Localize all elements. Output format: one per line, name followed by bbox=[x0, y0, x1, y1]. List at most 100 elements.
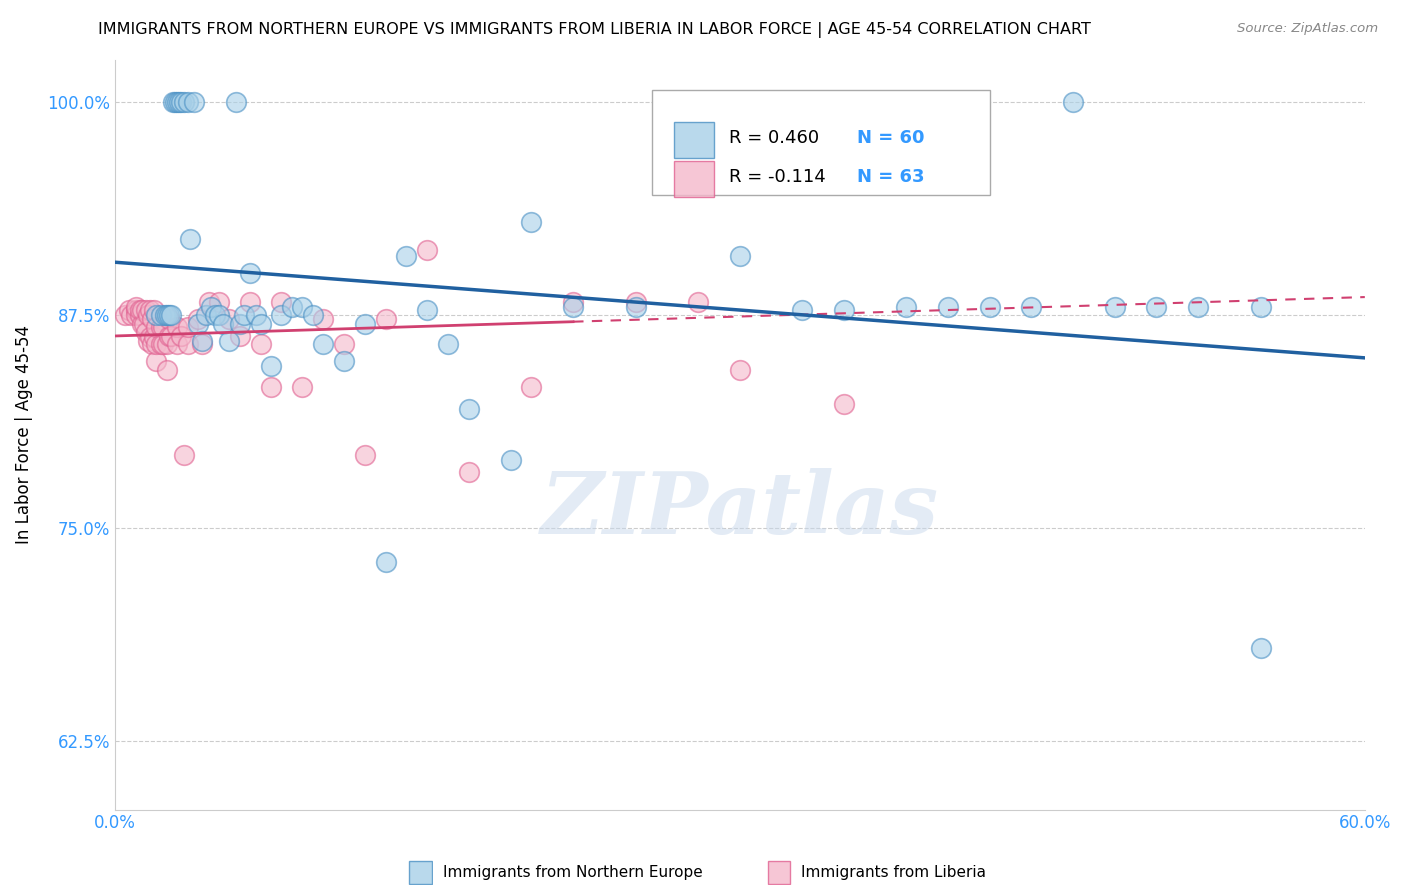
FancyBboxPatch shape bbox=[673, 161, 713, 197]
Point bbox=[149, 337, 172, 351]
Text: ZIPatlas: ZIPatlas bbox=[541, 467, 939, 551]
Point bbox=[162, 95, 184, 110]
Point bbox=[374, 555, 396, 569]
Point bbox=[156, 363, 179, 377]
Text: N = 63: N = 63 bbox=[858, 169, 925, 186]
Point bbox=[728, 363, 751, 377]
Point bbox=[688, 294, 710, 309]
Point bbox=[896, 300, 918, 314]
Point bbox=[152, 320, 174, 334]
Point bbox=[149, 308, 172, 322]
Point bbox=[135, 326, 157, 340]
Point bbox=[204, 308, 226, 322]
Point bbox=[229, 328, 252, 343]
Point bbox=[145, 320, 167, 334]
Point bbox=[353, 317, 375, 331]
Point bbox=[187, 317, 209, 331]
Point bbox=[120, 308, 142, 322]
Point bbox=[160, 308, 183, 322]
Point bbox=[270, 294, 292, 309]
Point bbox=[173, 448, 195, 462]
Point bbox=[232, 308, 254, 322]
Point bbox=[166, 320, 188, 334]
Point bbox=[832, 397, 855, 411]
Point bbox=[499, 453, 522, 467]
Point bbox=[416, 244, 439, 258]
Point bbox=[153, 308, 176, 322]
Point bbox=[118, 303, 141, 318]
Point bbox=[249, 317, 271, 331]
Point bbox=[1104, 300, 1126, 314]
Point bbox=[152, 337, 174, 351]
Point bbox=[218, 334, 240, 348]
Point bbox=[437, 337, 460, 351]
Point bbox=[136, 334, 159, 348]
Point bbox=[157, 328, 180, 343]
Point bbox=[170, 95, 193, 110]
Point bbox=[225, 95, 247, 110]
Point bbox=[149, 320, 172, 334]
Text: R = -0.114: R = -0.114 bbox=[728, 169, 825, 186]
Text: N = 60: N = 60 bbox=[858, 129, 925, 147]
Point bbox=[1250, 300, 1272, 314]
FancyBboxPatch shape bbox=[652, 89, 990, 194]
Point bbox=[792, 303, 814, 318]
Text: Immigrants from Northern Europe: Immigrants from Northern Europe bbox=[443, 865, 703, 880]
Point bbox=[979, 300, 1001, 314]
Point bbox=[179, 231, 201, 245]
Point bbox=[166, 95, 188, 110]
Point bbox=[124, 300, 146, 314]
Point bbox=[124, 308, 146, 322]
Point bbox=[333, 354, 356, 368]
Point bbox=[143, 330, 166, 344]
Point bbox=[666, 163, 689, 178]
Point bbox=[135, 303, 157, 318]
Point bbox=[173, 95, 195, 110]
Point bbox=[128, 303, 150, 318]
FancyBboxPatch shape bbox=[673, 122, 713, 158]
Point bbox=[187, 311, 209, 326]
Point bbox=[200, 300, 222, 314]
Point bbox=[1062, 95, 1084, 110]
Point bbox=[176, 320, 198, 334]
Point bbox=[170, 328, 193, 343]
Point bbox=[166, 337, 188, 351]
Point bbox=[832, 303, 855, 318]
Point bbox=[160, 328, 183, 343]
Point bbox=[520, 214, 543, 228]
Point bbox=[312, 337, 335, 351]
Point bbox=[169, 95, 191, 110]
Point bbox=[458, 465, 481, 479]
Point bbox=[197, 294, 219, 309]
Point bbox=[141, 337, 163, 351]
Point bbox=[624, 300, 647, 314]
Point bbox=[176, 95, 198, 110]
Point bbox=[145, 337, 167, 351]
Point bbox=[229, 317, 252, 331]
Text: R = 0.460: R = 0.460 bbox=[728, 129, 818, 147]
Point bbox=[218, 311, 240, 326]
Point bbox=[145, 308, 167, 322]
Point bbox=[374, 311, 396, 326]
Point bbox=[131, 317, 153, 331]
Point bbox=[124, 303, 146, 318]
Point bbox=[458, 402, 481, 417]
Point bbox=[562, 300, 585, 314]
Point bbox=[165, 95, 187, 110]
Text: Immigrants from Liberia: Immigrants from Liberia bbox=[801, 865, 987, 880]
Point bbox=[139, 330, 162, 344]
Point bbox=[156, 337, 179, 351]
Point bbox=[176, 337, 198, 351]
Point bbox=[249, 337, 271, 351]
Y-axis label: In Labor Force | Age 45-54: In Labor Force | Age 45-54 bbox=[15, 325, 32, 544]
Text: Source: ZipAtlas.com: Source: ZipAtlas.com bbox=[1237, 22, 1378, 36]
Point bbox=[131, 303, 153, 318]
Point bbox=[1146, 300, 1168, 314]
Point bbox=[143, 303, 166, 318]
Point bbox=[896, 95, 918, 110]
Point bbox=[562, 294, 585, 309]
Point bbox=[270, 308, 292, 322]
Point bbox=[239, 266, 262, 280]
Point bbox=[245, 308, 267, 322]
Point bbox=[132, 317, 155, 331]
